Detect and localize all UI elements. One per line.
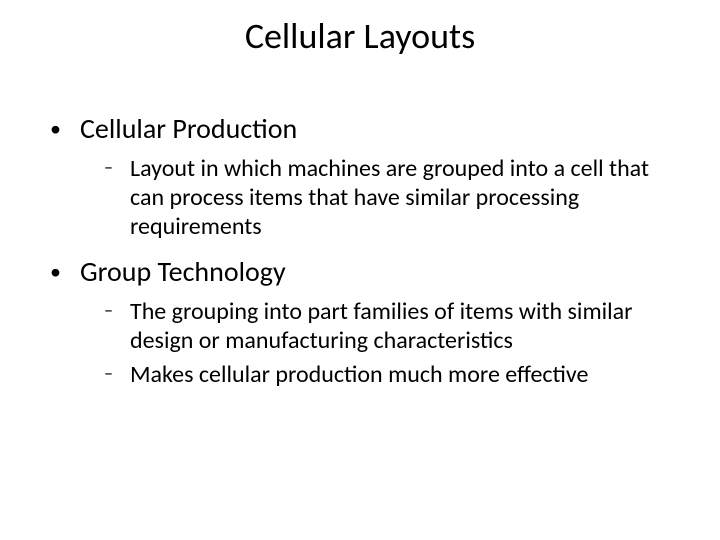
list-subitem-text: Layout in which machines are grouped int… [130,154,670,242]
slide-title: Cellular Layouts [0,0,720,68]
list-subitem: – Makes cellular production much more ef… [104,360,670,389]
dash-icon: – [104,154,130,179]
list-subitem-text: Makes cellular production much more effe… [130,360,670,389]
list-item: • Group Technology [50,255,670,289]
slide-body: • Cellular Production – Layout in which … [0,68,720,389]
dash-icon: – [104,297,130,322]
slide: Cellular Layouts • Cellular Production –… [0,0,720,540]
list-item-label: Cellular Production [80,112,297,146]
bullet-icon: • [50,255,80,285]
dash-icon: – [104,360,130,385]
list-subitem-text: The grouping into part families of items… [130,297,670,356]
list-item-label: Group Technology [80,255,286,289]
bullet-icon: • [50,112,80,142]
list-subitem: – The grouping into part families of ite… [104,297,670,356]
list-item: • Cellular Production [50,112,670,146]
list-subitem: – Layout in which machines are grouped i… [104,154,670,242]
